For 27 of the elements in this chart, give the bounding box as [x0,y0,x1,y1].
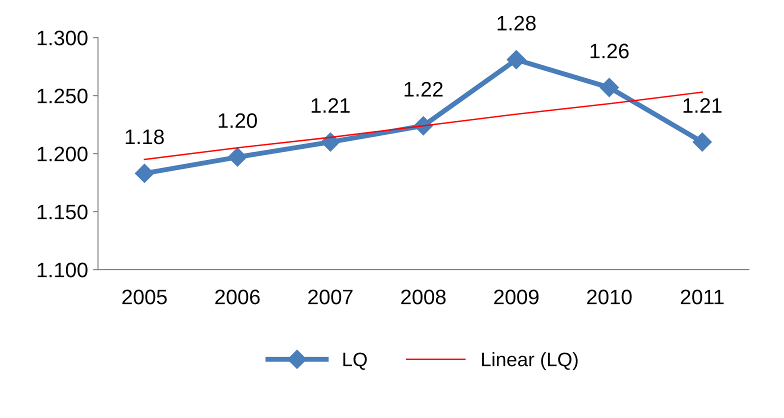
point [134,164,154,183]
x-tick-label: 2007 [308,290,353,304]
data-label: 1.22 [404,82,443,96]
legend-label: LQ [343,352,367,370]
x-tick-label: 2005 [122,290,167,304]
data-label: 1.26 [590,44,629,58]
x-tick-label: 2011 [680,290,724,304]
y-tick-label: 1.150 [38,204,88,220]
y-tick-label: 1.250 [38,88,88,104]
data-label: 1.18 [126,129,164,144]
data-label: 1.21 [684,98,722,113]
data-label: 1.28 [498,16,536,31]
point [506,50,526,70]
data-label: 1.20 [218,113,257,128]
point [228,148,247,167]
data-label: 1.21 [312,98,350,113]
x-tick-label: 2008 [401,290,446,304]
y-tick-label: 1.200 [38,146,88,162]
x-tick-label: 2006 [215,290,260,304]
y-tick-label: 1.100 [38,262,88,278]
point [320,132,340,152]
x-tick-label: 2009 [494,290,539,304]
point [692,132,712,152]
y-tick-label: 1.300 [38,30,88,46]
point [600,78,619,98]
legend-label: Linear (LQ) [482,352,578,370]
x-tick-label: 2010 [587,290,632,304]
